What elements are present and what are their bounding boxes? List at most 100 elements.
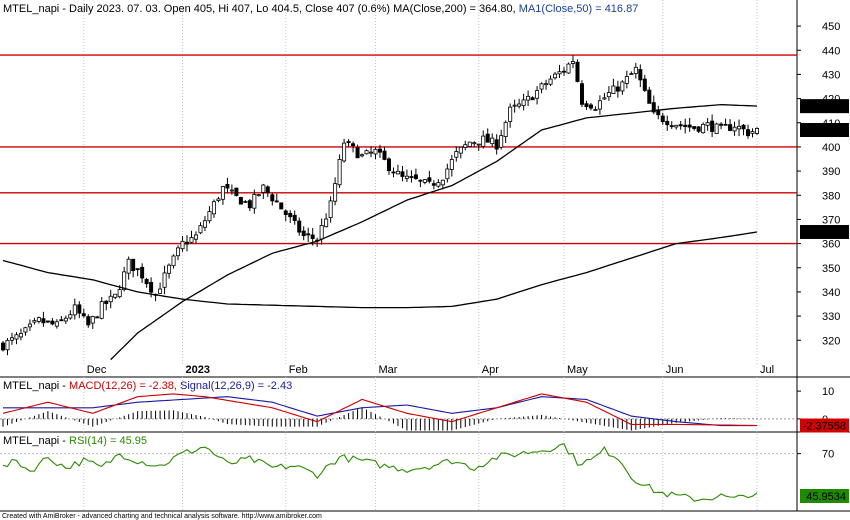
candle-body bbox=[458, 146, 463, 154]
candle-body bbox=[624, 76, 629, 84]
candle-body bbox=[413, 174, 418, 179]
candle-body bbox=[678, 124, 683, 127]
macd-line bbox=[2, 393, 758, 427]
candle-body bbox=[207, 211, 212, 222]
candle-body bbox=[602, 97, 607, 100]
candle-body bbox=[32, 320, 37, 323]
rsi-line bbox=[2, 443, 758, 502]
y-tick-label: 320 bbox=[822, 335, 840, 347]
candle-body bbox=[189, 237, 194, 243]
candle-body bbox=[319, 225, 324, 240]
candle-body bbox=[732, 126, 737, 132]
candle-body bbox=[50, 320, 55, 325]
candle-body bbox=[642, 78, 647, 91]
candle-body bbox=[539, 83, 544, 90]
candle-body bbox=[467, 141, 472, 147]
candle-body bbox=[144, 278, 149, 285]
candle-body bbox=[723, 123, 728, 126]
candle-body bbox=[620, 81, 625, 92]
candle-body bbox=[714, 123, 719, 134]
candle-body bbox=[687, 124, 692, 128]
candle-body bbox=[292, 214, 297, 221]
candle-body bbox=[225, 184, 230, 189]
candle-body bbox=[418, 179, 423, 182]
candle-body bbox=[548, 78, 553, 85]
macd-title-prefix: MTEL_napi - bbox=[3, 380, 69, 392]
price-panel-bg bbox=[0, 0, 797, 365]
candle-body bbox=[211, 201, 216, 215]
candle-body bbox=[158, 288, 163, 294]
candle-body bbox=[490, 137, 495, 145]
candle-body bbox=[746, 129, 751, 137]
candle-body bbox=[440, 179, 445, 186]
candle-body bbox=[346, 141, 351, 143]
candle-body bbox=[310, 234, 315, 239]
candle-body bbox=[517, 103, 522, 107]
y-tick-label: 380 bbox=[822, 190, 840, 202]
candle-body bbox=[252, 194, 257, 209]
candle-body bbox=[382, 150, 387, 160]
y-tick-label: 350 bbox=[822, 263, 840, 275]
price-tag-box bbox=[800, 418, 849, 433]
candle-body bbox=[270, 194, 275, 202]
candle-body bbox=[463, 144, 468, 148]
candle-body bbox=[185, 241, 190, 245]
x-tick-label: Mar bbox=[379, 364, 398, 376]
candle-body bbox=[104, 300, 109, 305]
candle-body bbox=[615, 86, 620, 92]
candle-body bbox=[216, 198, 221, 202]
candle-body bbox=[5, 340, 10, 351]
axis-labels: Dec 2023 Feb Mar Apr May Jun Jul 320 330 340 350 360… bbox=[87, 21, 841, 461]
candle-body bbox=[247, 200, 252, 209]
candle-body bbox=[288, 212, 293, 218]
candle-body bbox=[638, 69, 643, 81]
candle-body bbox=[692, 126, 697, 129]
x-tick-label: 2023 bbox=[186, 364, 210, 376]
candle-body bbox=[508, 106, 513, 122]
rsi-title: MTEL_napi - RSI(14) = 45.95 bbox=[3, 435, 147, 447]
candle-body bbox=[297, 220, 302, 233]
candle-body bbox=[454, 151, 459, 158]
candle-body bbox=[86, 316, 91, 326]
rsi-panel-bg bbox=[0, 433, 797, 511]
candle-body bbox=[14, 334, 19, 340]
candle-body bbox=[265, 186, 270, 194]
y-tick-label: 340 bbox=[822, 287, 840, 299]
candle-body bbox=[647, 89, 652, 104]
candle-body bbox=[41, 318, 46, 324]
candle-body bbox=[395, 170, 400, 175]
candle-body bbox=[485, 133, 490, 143]
price-tag-box bbox=[800, 224, 849, 239]
candle-body bbox=[755, 128, 760, 134]
candles bbox=[0, 55, 760, 356]
moving-averages bbox=[2, 103, 758, 361]
candle-body bbox=[95, 316, 100, 319]
candle-body bbox=[512, 104, 517, 107]
candle-body bbox=[18, 333, 23, 338]
macd-signal-line bbox=[3, 396, 757, 427]
candle-body bbox=[135, 268, 140, 271]
price-tag-label: -2.37558 bbox=[803, 421, 846, 433]
candle-body bbox=[369, 151, 374, 154]
candle-body bbox=[660, 115, 665, 123]
candle-body bbox=[570, 61, 575, 64]
candle-body bbox=[499, 135, 504, 148]
candle-body bbox=[59, 319, 64, 322]
y-tick-label: 390 bbox=[822, 166, 840, 178]
candle-body bbox=[0, 342, 6, 351]
candle-body bbox=[149, 282, 154, 293]
candle-body bbox=[409, 176, 414, 178]
candle-body bbox=[68, 314, 73, 319]
candle-body bbox=[566, 63, 571, 74]
x-tick-label: Apr bbox=[482, 364, 499, 376]
candle-body bbox=[629, 73, 634, 76]
candle-body bbox=[597, 100, 602, 110]
candle-body bbox=[355, 147, 360, 159]
candle-body bbox=[27, 323, 32, 328]
candle-body bbox=[562, 70, 567, 73]
candle-body bbox=[113, 293, 118, 298]
candle-body bbox=[737, 125, 742, 130]
candle-body bbox=[229, 189, 234, 192]
y-tick-label: 430 bbox=[822, 69, 840, 81]
candle-body bbox=[683, 124, 688, 128]
